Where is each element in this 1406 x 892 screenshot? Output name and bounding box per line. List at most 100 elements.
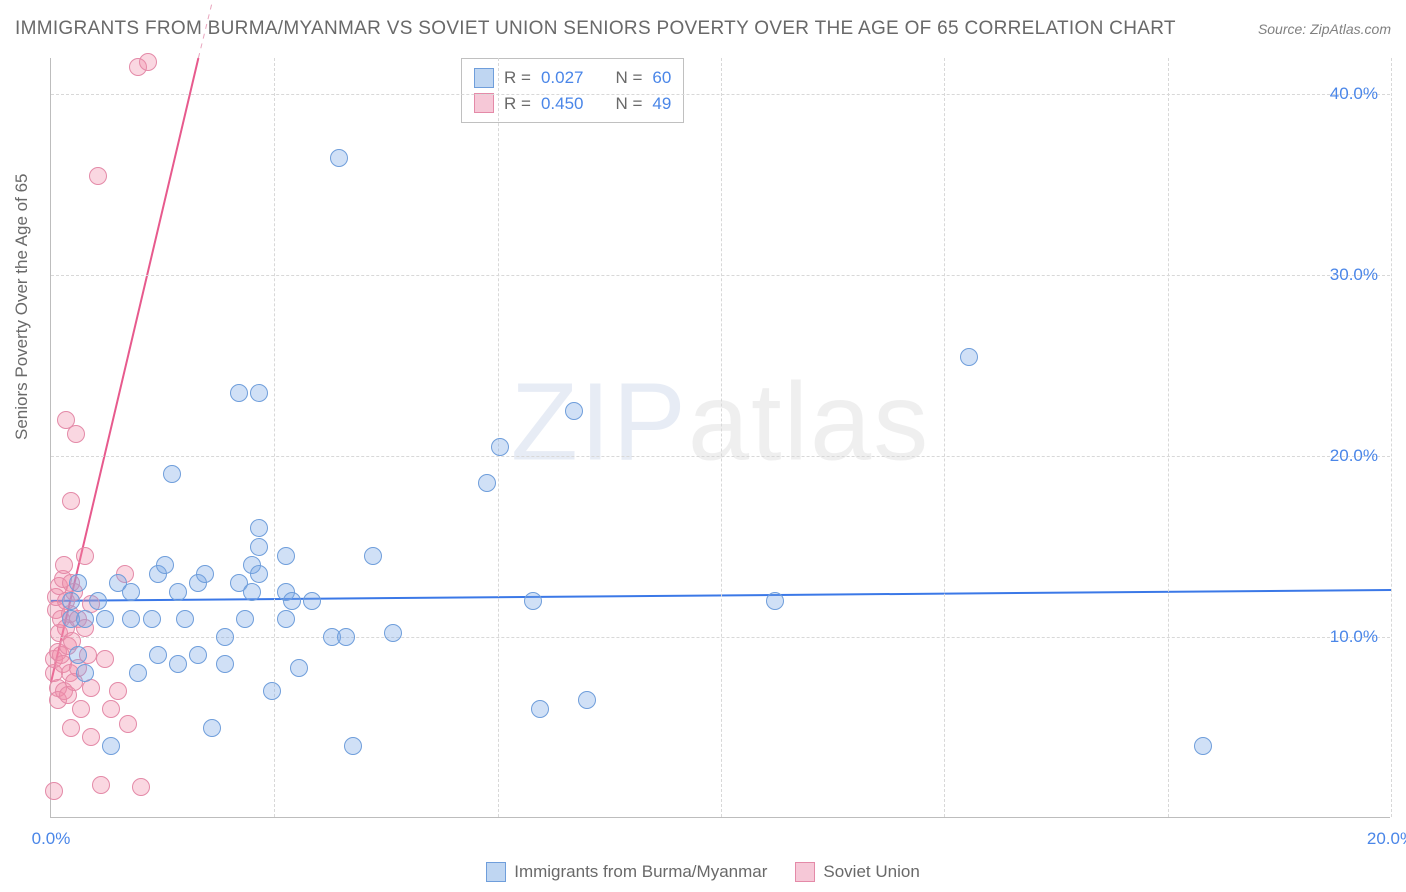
scatter-point — [524, 592, 542, 610]
scatter-point — [277, 547, 295, 565]
scatter-point — [69, 646, 87, 664]
scatter-point — [216, 655, 234, 673]
scatter-point — [96, 650, 114, 668]
x-tick-label: 20.0% — [1367, 829, 1406, 849]
scatter-point — [236, 610, 254, 628]
scatter-point — [364, 547, 382, 565]
chart-title: IMMIGRANTS FROM BURMA/MYANMAR VS SOVIET … — [15, 18, 1176, 40]
scatter-point — [62, 592, 80, 610]
y-tick-label: 30.0% — [1330, 265, 1378, 285]
scatter-point — [344, 737, 362, 755]
scatter-point — [76, 664, 94, 682]
scatter-point — [143, 610, 161, 628]
scatter-point — [491, 438, 509, 456]
source-attribution: Source: ZipAtlas.com — [1258, 21, 1391, 37]
scatter-point — [1194, 737, 1212, 755]
y-tick-label: 10.0% — [1330, 627, 1378, 647]
scatter-point — [169, 583, 187, 601]
scatter-point — [69, 574, 87, 592]
watermark-part1: ZIP — [511, 361, 688, 484]
scatter-point — [156, 556, 174, 574]
scatter-point — [176, 610, 194, 628]
scatter-point — [384, 624, 402, 642]
scatter-point — [578, 691, 596, 709]
scatter-point — [163, 465, 181, 483]
scatter-point — [55, 556, 73, 574]
scatter-point — [72, 700, 90, 718]
scatter-point — [243, 583, 261, 601]
scatter-point — [102, 700, 120, 718]
source-label: Source: — [1258, 21, 1310, 37]
scatter-point — [250, 384, 268, 402]
scatter-point — [89, 592, 107, 610]
scatter-point — [189, 646, 207, 664]
scatter-point — [766, 592, 784, 610]
r-label: R = — [504, 65, 531, 91]
scatter-point — [67, 425, 85, 443]
gridline-v — [274, 58, 275, 817]
gridline-v — [1391, 58, 1392, 817]
scatter-point — [132, 778, 150, 796]
scatter-point — [92, 776, 110, 794]
scatter-point — [478, 474, 496, 492]
scatter-point — [102, 737, 120, 755]
scatter-point — [62, 492, 80, 510]
source-name: ZipAtlas.com — [1310, 21, 1391, 37]
scatter-point — [76, 547, 94, 565]
watermark-part2: atlas — [688, 361, 930, 484]
scatter-point — [122, 583, 140, 601]
scatter-point — [62, 719, 80, 737]
scatter-point — [250, 565, 268, 583]
scatter-point — [250, 538, 268, 556]
y-tick-label: 40.0% — [1330, 84, 1378, 104]
scatter-point — [122, 610, 140, 628]
scatter-point — [109, 682, 127, 700]
title-bar: IMMIGRANTS FROM BURMA/MYANMAR VS SOVIET … — [15, 18, 1391, 40]
scatter-point — [531, 700, 549, 718]
series1-r-value: 0.027 — [541, 65, 584, 91]
scatter-point — [96, 610, 114, 628]
scatter-point — [89, 167, 107, 185]
gridline-v — [944, 58, 945, 817]
scatter-point — [169, 655, 187, 673]
scatter-point — [250, 519, 268, 537]
legend-label: Immigrants from Burma/Myanmar — [514, 862, 767, 882]
y-tick-label: 20.0% — [1330, 446, 1378, 466]
scatter-point — [216, 628, 234, 646]
series2-swatch-icon — [795, 862, 815, 882]
gridline-v — [721, 58, 722, 817]
scatter-point — [290, 659, 308, 677]
scatter-point — [203, 719, 221, 737]
scatter-point — [263, 682, 281, 700]
scatter-plot-area: ZIPatlas R = 0.027 N = 60 R = 0.450 N = … — [50, 58, 1390, 818]
scatter-point — [196, 565, 214, 583]
series2-swatch-icon — [474, 93, 494, 113]
legend-label: Soviet Union — [823, 862, 919, 882]
scatter-point — [139, 53, 157, 71]
stats-row: R = 0.027 N = 60 — [474, 65, 671, 91]
scatter-point — [149, 646, 167, 664]
series1-n-value: 60 — [652, 65, 671, 91]
scatter-point — [565, 402, 583, 420]
correlation-stats-box: R = 0.027 N = 60 R = 0.450 N = 49 — [461, 58, 684, 123]
gridline-v — [1168, 58, 1169, 817]
series1-swatch-icon — [474, 68, 494, 88]
scatter-point — [960, 348, 978, 366]
scatter-point — [277, 610, 295, 628]
scatter-point — [45, 782, 63, 800]
series1-swatch-icon — [486, 862, 506, 882]
scatter-point — [337, 628, 355, 646]
scatter-point — [129, 664, 147, 682]
scatter-point — [283, 592, 301, 610]
n-label: N = — [615, 65, 642, 91]
scatter-point — [82, 728, 100, 746]
legend-item: Soviet Union — [795, 862, 919, 882]
legend-item: Immigrants from Burma/Myanmar — [486, 862, 767, 882]
scatter-point — [303, 592, 321, 610]
y-axis-label: Seniors Poverty Over the Age of 65 — [12, 174, 32, 440]
scatter-point — [119, 715, 137, 733]
x-tick-label: 0.0% — [32, 829, 71, 849]
bottom-legend: Immigrants from Burma/Myanmar Soviet Uni… — [0, 862, 1406, 882]
scatter-point — [330, 149, 348, 167]
scatter-point — [230, 384, 248, 402]
